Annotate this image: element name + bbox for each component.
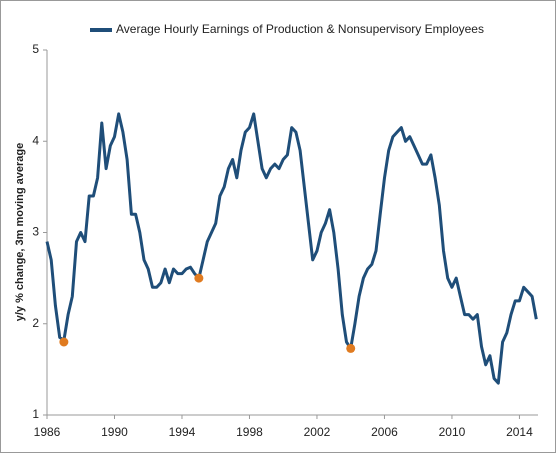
y-tick-label: 3 [32,225,39,239]
x-tick-label: 1990 [101,425,128,439]
y-axis-label: y/y % change, 3m moving average [14,143,26,322]
y-tick-label: 4 [32,133,39,147]
x-tick-label: 2010 [439,425,466,439]
highlight-point [346,343,356,353]
highlight-point [194,273,204,283]
x-tick-label: 1998 [236,425,263,439]
highlight-point [59,337,69,347]
data-line [45,112,538,385]
x-tick-label: 2002 [304,425,331,439]
x-tick-label: 2006 [371,425,398,439]
y-tick-label: 2 [32,316,39,330]
y-tick-label: 1 [32,407,39,421]
y-tick-label: 5 [32,42,39,56]
x-tick-label: 1986 [34,425,61,439]
x-tick-label: 1994 [169,425,196,439]
legend-label: Average Hourly Earnings of Production & … [116,22,484,36]
x-tick-label: 2014 [506,425,533,439]
